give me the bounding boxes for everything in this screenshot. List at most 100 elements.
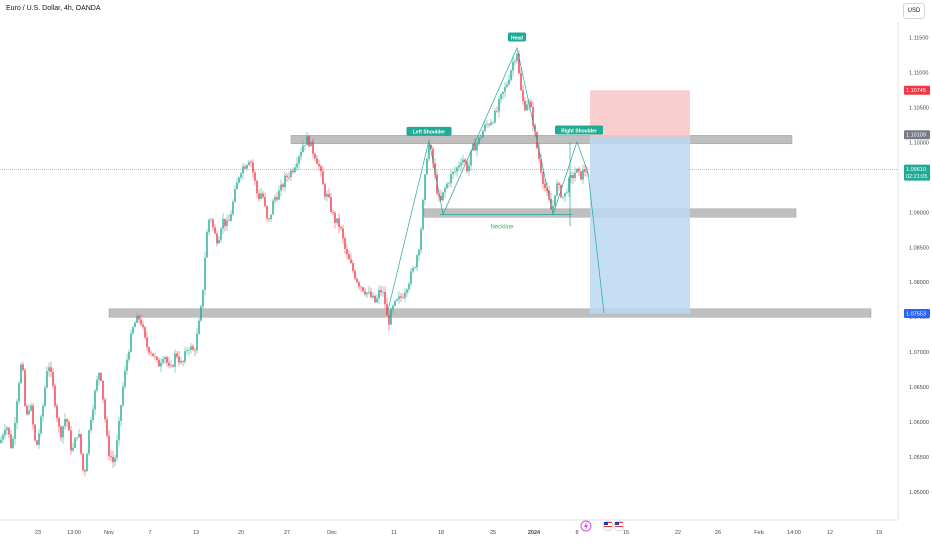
candle-down [264,197,266,207]
candle-up [136,316,138,323]
candle-down [192,346,194,350]
candle-up [242,166,244,174]
candle-down [112,457,114,463]
candle-down [258,193,260,199]
annotations-layer: Head Left Shoulder Right Shoulder Neckline [406,32,603,230]
candle-up [502,91,504,95]
candle-up [470,150,472,166]
candle-up [452,171,454,175]
candle-down [346,249,348,255]
candle-up [310,141,312,147]
candle-down [10,434,12,449]
candle-up [300,151,302,157]
candle-down [36,440,38,445]
time-axis[interactable]: 23 13:00 Nov 7 13 20 27 Dec 11 18 25 2024 8 15 22 26 Feb… [35,530,882,536]
candle-down [432,148,434,164]
time-tick-label: 8 [575,530,578,536]
candle-up [40,416,42,434]
candle-up [482,130,484,138]
candle-up [378,289,380,299]
countdown-timer: 02:21:05 [906,174,927,180]
time-tick-label: Nov [104,530,114,536]
candle-down [68,421,70,431]
candle-up [428,145,430,159]
candle-up [442,192,444,201]
candle-down [380,289,382,293]
candle-down [354,270,356,279]
candle-down [318,163,320,167]
candle-down [370,291,372,298]
candle-down [402,297,404,299]
candle-up [366,292,368,295]
candle-down [288,177,290,178]
candle-down [356,278,358,283]
position-layer[interactable] [590,90,690,314]
candle-down [54,385,56,406]
candle-up [162,359,164,363]
time-tick-label: 15 [623,530,629,536]
candle-up [498,99,500,112]
candle-up [126,359,128,371]
candle-down [440,195,442,201]
currency-button[interactable]: USD [903,3,925,19]
candle-down [82,453,84,470]
candle-down [332,211,334,213]
candle-up [376,298,378,303]
candle-up [232,201,234,215]
candle-down [102,380,104,400]
annotation-label: Head [511,35,523,41]
candle-down [172,365,174,367]
candle-down [350,259,352,264]
candle-up [30,405,32,411]
candle-down [144,327,146,338]
time-tick-label: 12 [827,530,833,536]
time-tick-label: 27 [284,530,290,536]
candle-up [16,401,18,424]
candle-up [128,351,130,360]
candle-down [168,362,170,366]
candle-up [86,453,88,472]
annotation-label: Right Shoulder [561,128,597,134]
time-tick-label: 13:00 [67,530,81,536]
candle-down [364,291,366,295]
candle-up [290,170,292,178]
current-price-tag [904,164,930,181]
candle-up [260,193,262,199]
flag-stripe [615,528,623,529]
take-profit-zone[interactable] [590,136,690,314]
candle-up [424,174,426,200]
candle-down [154,356,156,357]
candle-up [190,346,192,351]
events-layer[interactable] [580,520,625,532]
candle-up [582,169,584,180]
candle-up [238,177,240,183]
candle-up [180,360,182,363]
candle-up [410,271,412,284]
candle-down [488,124,490,126]
candle-down [388,315,390,325]
candle-down [324,184,326,197]
candle-down [108,435,110,457]
candle-up [336,218,338,223]
candle-down [540,158,542,173]
candle-up [46,371,48,388]
price-axis[interactable]: 1.115001.110001.105001.100001.095001.090… [909,35,929,496]
candle-up [72,447,74,451]
time-tick-label: Feb [754,530,763,536]
candles-layer [0,50,588,477]
candle-up [504,87,506,92]
candle-up [122,386,124,406]
candle-up [38,433,40,445]
candle-down [320,166,322,172]
time-tick-label: 20 [238,530,244,536]
price-tick-label: 1.08500 [909,245,929,251]
stop-loss-zone[interactable] [590,90,690,137]
candle-down [338,218,340,227]
time-tick-label: 11 [391,530,397,536]
candle-up [132,327,134,334]
candle-up [274,197,276,201]
target-price-tag [904,308,930,318]
time-tick-label: 26 [715,530,721,536]
candle-up [508,79,510,85]
